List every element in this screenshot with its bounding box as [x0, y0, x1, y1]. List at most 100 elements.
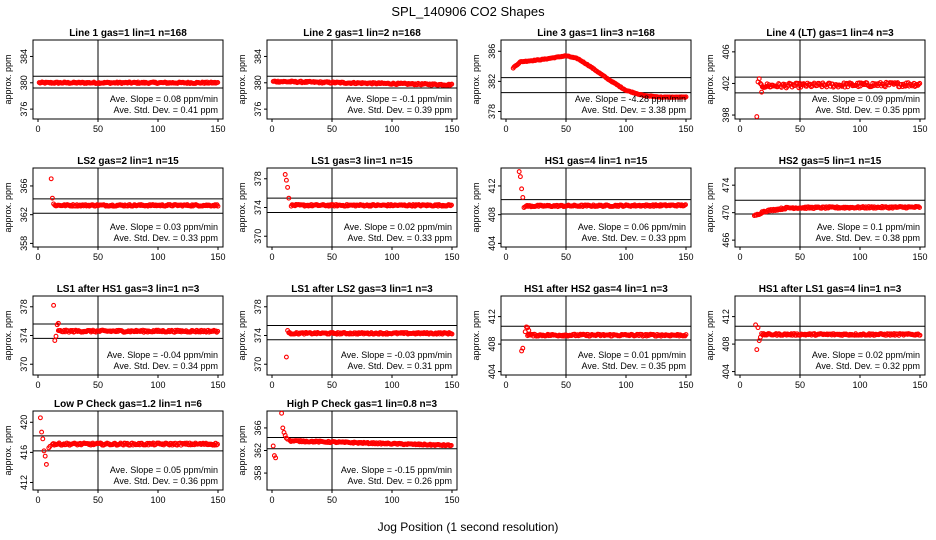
data-point	[917, 80, 923, 86]
x-tick-label: 100	[384, 380, 399, 390]
slope-annotation: Ave. Slope = 0.08 ppm/min	[110, 94, 218, 104]
y-tick-label: 466	[721, 233, 731, 248]
x-tick-label: 100	[618, 124, 633, 134]
plot-frame	[734, 167, 926, 248]
x-tick-label: 50	[561, 124, 571, 134]
x-tick-label: 50	[561, 380, 571, 390]
x-tick-label: 100	[384, 252, 399, 262]
data-points	[282, 172, 454, 209]
data-point	[40, 436, 46, 442]
panel-13: Low P Check gas=1.2 lin=1 n=6 approx. ppm…	[3, 399, 226, 505]
x-tick-label: 150	[444, 252, 459, 262]
x-tick-label: 0	[35, 380, 40, 390]
x-tick-label: 0	[269, 380, 274, 390]
x-tick-label: 50	[93, 380, 103, 390]
x-tick-label: 100	[150, 495, 165, 505]
y-axis-label: approx. ppm	[705, 182, 715, 232]
data-point	[449, 202, 454, 208]
x-tick-label: 50	[327, 124, 337, 134]
y-axis-label: approx. ppm	[3, 182, 13, 232]
y-tick-label: 362	[253, 443, 263, 458]
slope-annotation: Ave. Slope = 0.02 ppm/min	[344, 222, 452, 232]
panel-7: HS1 gas=4 lin=1 n=15 approx. ppm 404 408 412…	[471, 156, 694, 262]
y-tick-label: 408	[721, 337, 731, 352]
y-tick-label: 474	[721, 178, 731, 193]
y-axis-label: approx. ppm	[237, 310, 247, 360]
panel-title: Line 2 gas=1 lin=2 n=168	[303, 28, 421, 39]
y-tick-label: 362	[19, 207, 29, 222]
data-point	[282, 172, 288, 177]
x-tick-label: 100	[150, 380, 165, 390]
x-tick-label: 150	[210, 252, 225, 262]
y-tick-label: 370	[253, 357, 263, 372]
data-point	[449, 81, 455, 87]
panel-2: Line 2 gas=1 lin=2 n=168 approx. ppm 376 38…	[237, 28, 460, 134]
y-tick-label: 406	[721, 44, 731, 59]
x-tick-label: 150	[678, 380, 693, 390]
data-point	[516, 169, 522, 175]
plot-frame	[500, 295, 692, 376]
x-tick-label: 50	[795, 252, 805, 262]
x-tick-label: 150	[210, 124, 225, 134]
data-point	[519, 186, 525, 192]
plot-frame	[32, 167, 224, 248]
data-point	[286, 195, 292, 201]
x-tick-label: 0	[269, 252, 274, 262]
panel-title: LS1 after LS2 gas=3 lin=1 n=3	[291, 284, 433, 295]
data-point	[285, 184, 291, 190]
data-points	[516, 169, 688, 210]
x-tick-label: 100	[852, 380, 867, 390]
data-points	[283, 328, 455, 360]
slope-annotation: Ave. Slope = -0.04 ppm/min	[107, 350, 218, 360]
data-point	[756, 76, 762, 82]
panel-10: LS1 after LS2 gas=3 lin=1 n=3 approx. ppm…	[237, 284, 460, 390]
y-axis-label: approx. ppm	[471, 310, 481, 360]
x-tick-label: 0	[737, 124, 742, 134]
data-point	[755, 325, 761, 331]
std-annotation: Ave. Std. Dev. = 0.36 ppm	[114, 476, 218, 486]
y-tick-label: 412	[721, 309, 731, 324]
data-point	[520, 194, 526, 200]
x-tick-label: 100	[150, 124, 165, 134]
data-point	[917, 205, 922, 210]
y-tick-label: 366	[253, 420, 263, 435]
data-point	[280, 425, 286, 431]
data-point	[449, 331, 455, 337]
y-tick-label: 376	[19, 102, 29, 117]
y-axis-label: approx. ppm	[3, 54, 13, 104]
data-points	[754, 76, 923, 120]
std-annotation: Ave. Std. Dev. = 0.26 ppm	[348, 476, 452, 486]
data-point	[215, 441, 220, 447]
x-tick-label: 0	[269, 495, 274, 505]
std-annotation: Ave. Std. Dev. = 0.34 ppm	[114, 361, 218, 371]
y-tick-label: 404	[721, 364, 731, 379]
x-tick-label: 100	[618, 252, 633, 262]
panel-title: Line 3 gas=1 lin=3 n=168	[537, 28, 655, 39]
plot-frame	[500, 39, 692, 120]
panel-title: Low P Check gas=1.2 lin=1 n=6	[54, 399, 202, 410]
panel-6: LS1 gas=3 lin=1 n=15 approx. ppm 370 374 378…	[237, 156, 460, 262]
data-point	[517, 174, 523, 180]
data-points	[270, 78, 455, 88]
slope-annotation: Ave. Slope = 0.09 ppm/min	[812, 94, 920, 104]
figure-xlabel: Jog Position (1 second resolution)	[378, 520, 559, 534]
x-tick-label: 150	[210, 380, 225, 390]
y-tick-label: 398	[721, 108, 731, 123]
y-tick-label: 416	[19, 445, 29, 460]
x-tick-label: 50	[327, 380, 337, 390]
x-tick-label: 50	[795, 380, 805, 390]
y-axis-label: approx. ppm	[237, 54, 247, 104]
panel-title: HS2 gas=5 lin=1 n=15	[779, 156, 882, 167]
data-point	[43, 461, 49, 467]
x-tick-label: 100	[150, 252, 165, 262]
data-point	[683, 202, 688, 208]
data-point	[42, 453, 48, 459]
data-point	[914, 81, 920, 87]
data-point	[37, 415, 43, 421]
data-point	[881, 83, 887, 89]
x-tick-label: 50	[795, 124, 805, 134]
x-tick-label: 150	[912, 252, 927, 262]
x-tick-label: 0	[503, 124, 508, 134]
data-point	[279, 410, 285, 416]
y-tick-label: 404	[487, 236, 497, 251]
